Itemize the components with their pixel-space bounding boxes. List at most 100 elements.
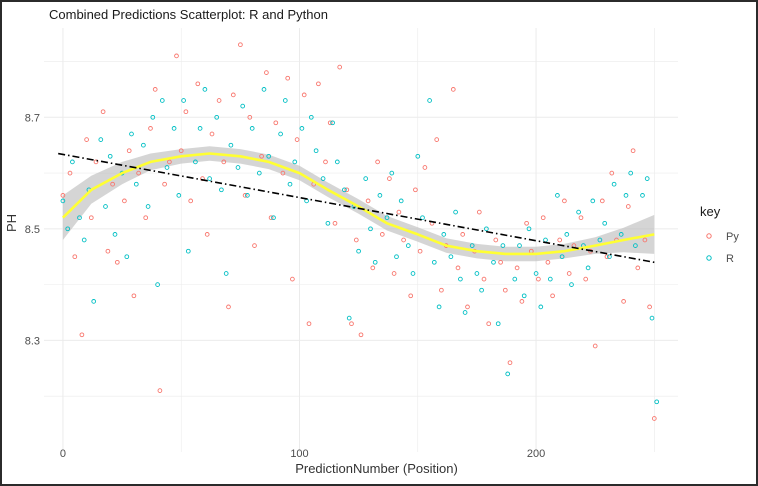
point-r [436, 304, 442, 310]
point-r [569, 282, 574, 287]
point-r [491, 259, 496, 265]
point-py [280, 170, 286, 176]
point-py [195, 81, 201, 87]
point-r [150, 114, 156, 120]
y-tick-label: 8.7 [25, 112, 40, 124]
point-r [538, 304, 544, 310]
point-r [65, 226, 71, 232]
point-r [512, 276, 518, 282]
point-r [181, 98, 186, 103]
point-py [635, 265, 641, 271]
x-tick-label: 0 [60, 448, 66, 460]
legend-label-r: R [726, 253, 734, 265]
point-py [524, 220, 529, 226]
point-r [363, 176, 369, 181]
y-axis-title: PH [4, 213, 19, 232]
point-py [204, 232, 210, 237]
point-r [308, 114, 314, 120]
legend-key-r [706, 255, 712, 261]
point-r [342, 187, 347, 193]
point-r [640, 193, 645, 198]
point-r [223, 271, 229, 276]
point-py [122, 198, 127, 204]
legend-key-py [706, 233, 712, 239]
point-py [592, 343, 598, 349]
point-r [271, 215, 276, 221]
point-r [628, 170, 634, 176]
point-py [391, 271, 397, 276]
y-tick-label: 8.5 [25, 224, 40, 236]
point-r [346, 315, 352, 321]
point-py [493, 237, 499, 243]
point-py [301, 92, 307, 98]
point-py [247, 114, 253, 120]
point-r [533, 271, 539, 276]
point-py [105, 248, 111, 254]
point-r [505, 371, 511, 377]
point-r [356, 248, 361, 254]
point-r [495, 321, 501, 327]
point-py [162, 181, 167, 187]
point-r [159, 98, 165, 103]
point-r [526, 226, 532, 232]
point-py [60, 193, 66, 198]
legend: key Py R [700, 204, 739, 265]
point-py [188, 198, 194, 204]
point-r [77, 215, 82, 221]
point-r [124, 254, 130, 260]
point-r [313, 148, 319, 154]
point-r [521, 293, 527, 299]
point-py [375, 159, 380, 165]
point-py [599, 198, 605, 204]
axis-ticks: 0 100 200 8.3 8.5 8.7 [25, 112, 546, 460]
point-py [323, 159, 328, 165]
point-r [420, 215, 425, 221]
point-py [502, 287, 508, 293]
point-py [148, 126, 153, 131]
point-r [249, 126, 255, 131]
point-py [183, 109, 189, 115]
point-r [228, 142, 234, 148]
point-py [609, 170, 615, 176]
point-r [389, 170, 395, 176]
point-r [618, 232, 624, 237]
point-r [240, 103, 246, 109]
point-r [256, 170, 262, 176]
point-py [604, 254, 610, 260]
point-py [387, 176, 392, 181]
point-r [597, 237, 603, 243]
confidence-band-area [62, 146, 655, 262]
point-py [417, 248, 423, 254]
point-py [396, 209, 402, 215]
legend-title: key [700, 204, 721, 219]
point-py [114, 259, 120, 265]
point-r [129, 131, 134, 137]
point-r [394, 254, 399, 260]
data-points [60, 42, 660, 421]
point-r [576, 209, 581, 215]
point-r [202, 87, 208, 92]
point-py [268, 215, 274, 221]
point-r [585, 265, 591, 271]
smooth-curve-line [61, 152, 655, 256]
point-r [266, 153, 272, 159]
point-r [398, 198, 404, 204]
point-r [623, 193, 629, 198]
point-r [219, 187, 224, 193]
point-py [625, 204, 631, 209]
point-r [410, 271, 416, 276]
point-r [261, 87, 267, 92]
point-r [405, 243, 411, 248]
point-r [245, 193, 250, 198]
point-py [353, 237, 359, 243]
point-py [88, 215, 94, 221]
point-py [167, 159, 172, 165]
point-py [370, 265, 376, 271]
point-r [547, 276, 553, 282]
point-py [476, 209, 482, 215]
point-r [453, 209, 458, 215]
point-r [164, 165, 170, 170]
legend-label-py: Py [726, 231, 739, 243]
point-py [110, 181, 115, 187]
